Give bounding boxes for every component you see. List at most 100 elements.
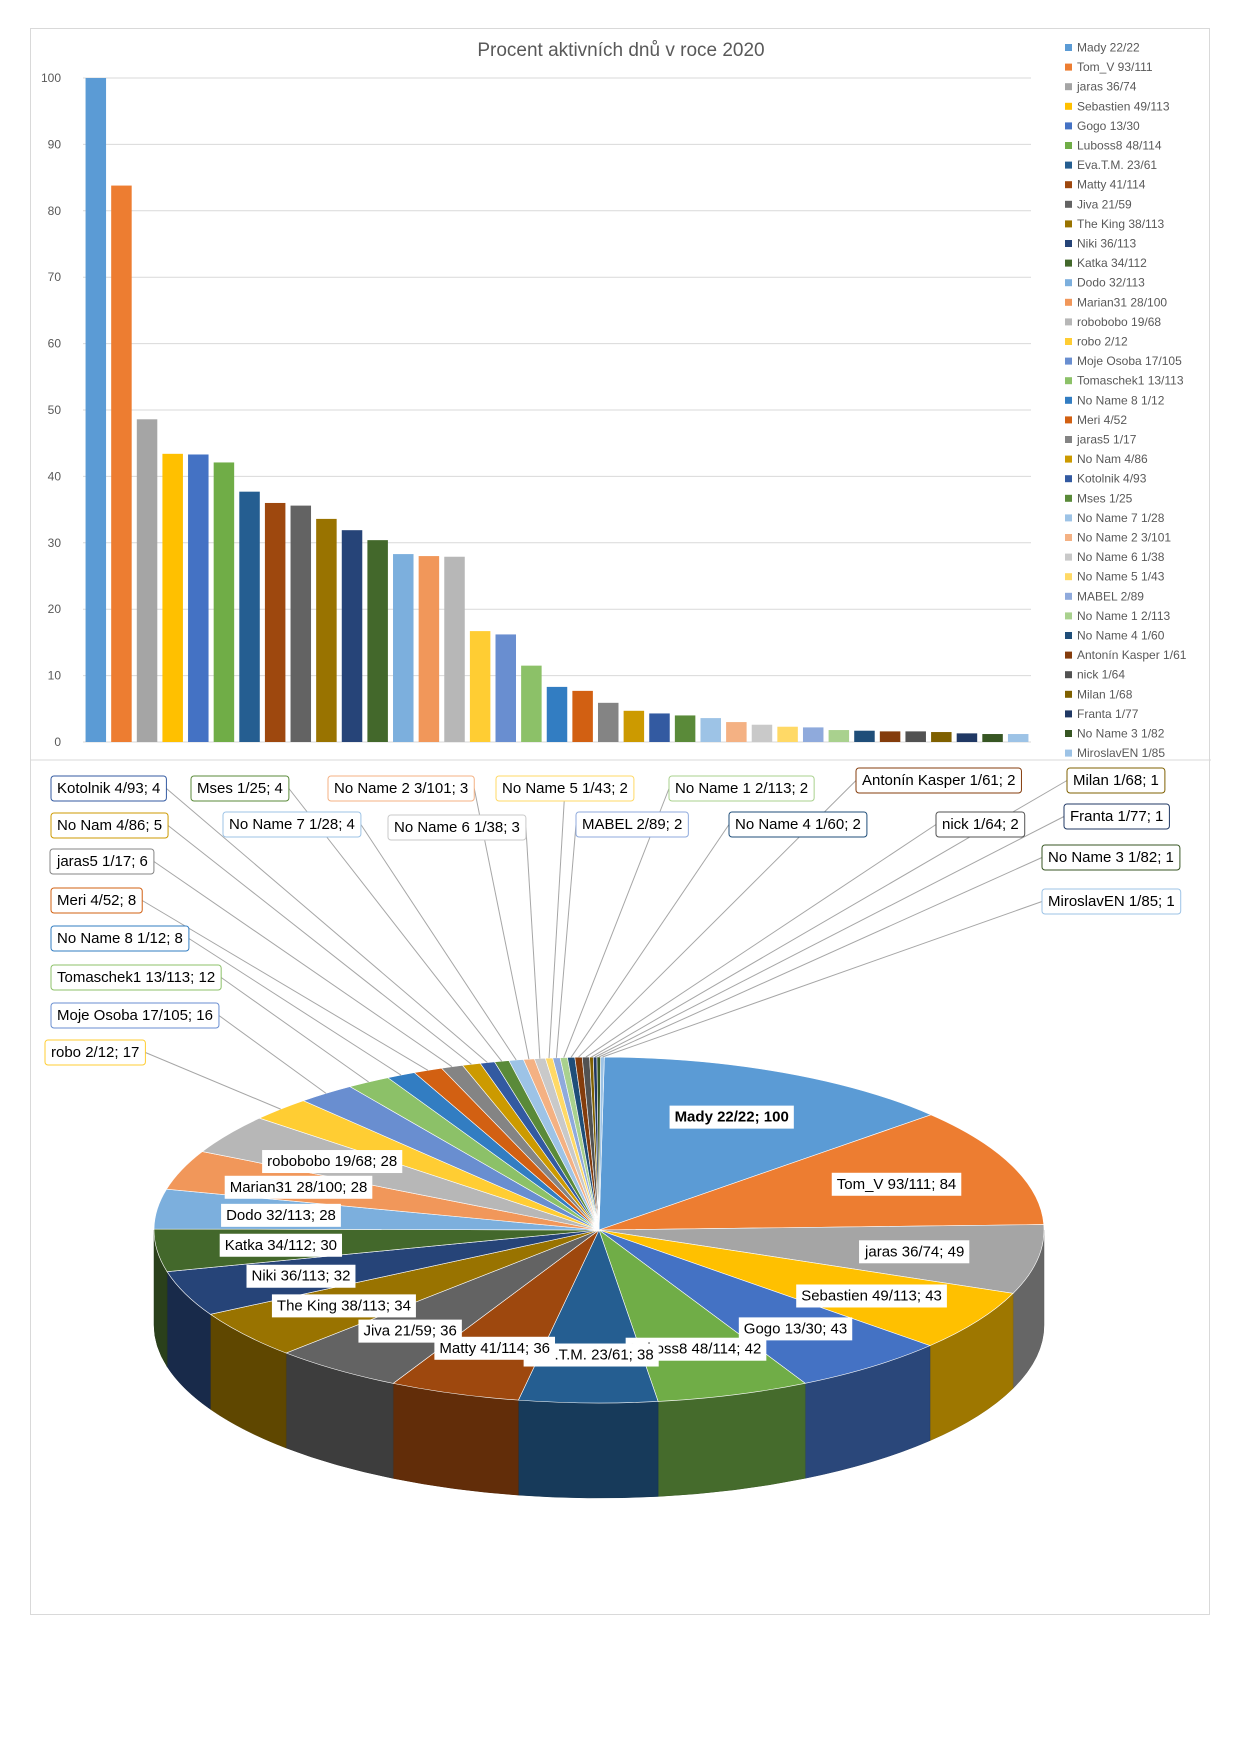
legend-entry: Marian31 28/100 <box>1077 295 1167 309</box>
legend-swatch <box>1065 612 1072 620</box>
pie-callout-no-name-4-1-60-2: No Name 4 1/60; 2 <box>728 811 868 838</box>
pie-label-text: No Name 7 1/28; 4 <box>229 816 355 833</box>
legend-entry: Jiva 21/59 <box>1077 197 1132 211</box>
legend-entry: Mady 22/22 <box>1077 41 1140 55</box>
bar-moje-osoba-17-105 <box>495 634 517 742</box>
pie-label-box <box>50 887 143 914</box>
pie-label-box <box>190 775 290 802</box>
y-tick-label: 40 <box>48 469 62 483</box>
legend-entry: Meri 4/52 <box>1077 413 1127 427</box>
pie-callout-jaras5-1-17-6: jaras5 1/17; 6 <box>49 848 155 875</box>
legend-entry: No Name 5 1/43 <box>1077 570 1165 584</box>
legend-entry: Mses 1/25 <box>1077 491 1133 505</box>
bar-robobobo-19-68 <box>444 556 465 742</box>
pie-inside-label-matty-41-114-36: Matty 41/114; 36 <box>434 1336 556 1360</box>
pie-inside-label-tom-v-93-111-84: Tom_V 93/111; 84 <box>831 1172 962 1196</box>
bar-nick-1-64 <box>905 731 926 742</box>
pie-label-text: Moje Osoba 17/105; 16 <box>57 1007 213 1024</box>
pie-inside-label-eva-t-m-23-61-38: Eva.T.M. 23/61; 38 <box>523 1343 659 1367</box>
legend-swatch <box>1065 357 1072 365</box>
legend-swatch <box>1065 416 1072 424</box>
pie-label-text: No Name 2 3/101; 3 <box>334 780 468 797</box>
pie-label-box <box>523 1343 659 1367</box>
pie-label-text: No Name 1 2/113; 2 <box>675 780 808 797</box>
legend-swatch <box>1065 181 1072 189</box>
legend-swatch <box>1065 553 1072 561</box>
bar-eva-t-m-23-61 <box>239 491 260 742</box>
legend-entry: Gogo 13/30 <box>1077 119 1140 133</box>
legend-entry: No Name 8 1/12 <box>1077 393 1165 407</box>
bar-katka-34-112 <box>367 540 388 742</box>
pie-label-box <box>796 1284 947 1308</box>
pie-label-text: Tomaschek1 13/113; 12 <box>57 969 215 986</box>
pie-callout-no-name-8-1-12-8: No Name 8 1/12; 8 <box>50 925 190 952</box>
pie-label-text: Eva.T.M. 23/61; 38 <box>529 1347 654 1364</box>
pie-label-box <box>434 1336 556 1360</box>
leader-line <box>153 861 453 1068</box>
leader-line <box>220 977 369 1083</box>
legend-swatch <box>1065 749 1072 757</box>
pie-inside-label-dodo-32-113-28: Dodo 32/113; 28 <box>221 1203 341 1227</box>
bar-matty-41-114 <box>264 502 286 742</box>
bar-mabel-2-89 <box>802 727 824 742</box>
bar-jiva-21-59 <box>290 505 312 742</box>
bar-no-name-6-1-38 <box>751 724 773 742</box>
legend-swatch <box>1065 690 1072 698</box>
legend-swatch <box>1065 259 1072 267</box>
bar-the-king-38-113 <box>316 518 337 742</box>
pie-data-labels: Mady 22/22; 100 Tom_V 93/111; 84 jaras 36/… <box>44 767 1182 1367</box>
chart-area: Procent aktivních dnů v roce 2020 0 10 20 3… <box>30 28 1211 1615</box>
y-tick-label: 60 <box>48 337 62 351</box>
pie-callout-mses-1-25-4: Mses 1/25; 4 <box>190 775 290 802</box>
leader-line <box>188 938 402 1076</box>
pie-callout-no-name-7-1-28-4: No Name 7 1/28; 4 <box>222 811 362 838</box>
pie-label-box <box>49 848 155 875</box>
chart-title: Procent aktivních dnů v roce 2020 <box>477 40 764 61</box>
pie-inside-label-niki-36-113-32: Niki 36/113; 32 <box>246 1264 356 1288</box>
pie-label-box <box>271 1294 416 1318</box>
pie-label-text: Marian31 28/100; 28 <box>230 1179 368 1196</box>
pie-label-box <box>935 811 1026 838</box>
pie-label-text: nick 1/64; 2 <box>942 816 1019 833</box>
pie-label-box <box>221 1203 341 1227</box>
pie-label-text: No Name 4 1/60; 2 <box>735 816 861 833</box>
pie-label-box <box>387 814 527 841</box>
bar-tomaschek1-13-113 <box>521 665 542 742</box>
bar-meri-4-52 <box>572 690 593 742</box>
legend-swatch <box>1065 200 1072 208</box>
legend-entry: Moje Osoba 17/105 <box>1077 354 1182 368</box>
pie-inside-label-gogo-13-30-43: Gogo 13/30; 43 <box>738 1317 853 1341</box>
pie-label-text: Niki 36/113; 32 <box>252 1268 351 1285</box>
bar-marian31-28-100 <box>418 556 440 742</box>
pie-label-text: Meri 4/52; 8 <box>57 892 136 909</box>
pie-label-text: Mses 1/25; 4 <box>197 780 283 797</box>
pie-label-text: robobobo 19/68; 28 <box>267 1153 397 1170</box>
pie-label-box <box>246 1264 356 1288</box>
legend-entry: jaras 36/74 <box>1076 80 1137 94</box>
bar-sebastien-49-113 <box>162 453 183 742</box>
pie-slices <box>153 1056 1045 1404</box>
pie-label-text: Mady 22/22; 100 <box>675 1109 789 1126</box>
legend-swatch <box>1065 279 1072 287</box>
pie-label-box <box>327 775 475 802</box>
chart-canvas: Procent aktivních dnů v roce 2020 0 10 20 3… <box>31 40 1211 1499</box>
legend-swatch <box>1065 573 1072 581</box>
legend-entry: Niki 36/113 <box>1077 237 1136 251</box>
pie-label-text: robo 2/12; 17 <box>51 1044 139 1061</box>
pie-label-text: No Name 5 1/43; 2 <box>502 780 628 797</box>
y-tick-label: 0 <box>54 735 61 749</box>
leader-line <box>555 824 577 1058</box>
pie-label-text: MABEL 2/89; 2 <box>582 816 682 833</box>
legend-entry: No Name 1 2/113 <box>1077 609 1170 623</box>
legend-entry: No Name 6 1/38 <box>1077 550 1165 564</box>
legend-entry: No Nam 4/86 <box>1077 452 1148 466</box>
pie-label-box <box>50 1002 220 1029</box>
legend-entry: Antonín Kasper 1/61 <box>1077 648 1187 662</box>
leader-line <box>602 901 1043 1058</box>
pie-label-text: Tom_V 93/111; 84 <box>837 1176 957 1193</box>
pie-label-box <box>222 811 362 838</box>
bar-jaras5-1-17 <box>597 702 619 742</box>
y-tick-label: 10 <box>48 669 62 683</box>
pie-label-box <box>50 775 167 802</box>
legend-swatch <box>1065 220 1072 228</box>
